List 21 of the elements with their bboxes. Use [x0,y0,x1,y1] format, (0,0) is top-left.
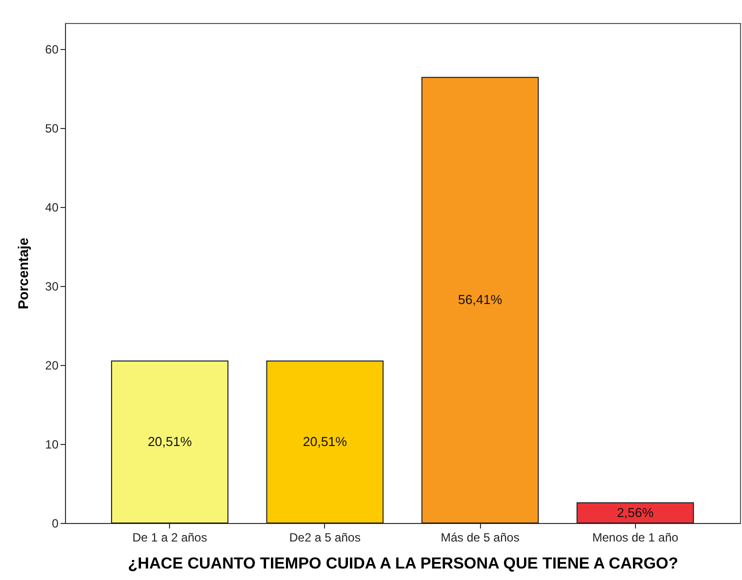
data-label: 20,51% [148,434,192,449]
data-label: 56,41% [458,292,503,308]
x-tick-label: De 1 a 2 años [132,530,208,544]
bar [111,360,228,524]
y-tick-label: 0 [52,516,59,530]
x-axis-title: ¿HACE CUANTO TIEMPO CUIDA A LA PERSONA QUE TIENE A CARGO? [128,556,678,572]
data-label: 2,56% [616,504,654,520]
x-tick-label: Menos de 1 año [592,530,679,544]
bar [576,502,694,524]
y-tick-label: 10 [45,438,59,452]
y-axis-title: Porcentaje [15,237,32,310]
y-tick-label: 30 [45,280,59,294]
y-tick-label: 20 [45,358,59,373]
y-tick-label: 60 [45,42,59,57]
x-tick-label: Más de 5 años [440,530,520,544]
y-tick-label: 50 [45,122,59,136]
data-label: 20,51% [302,434,348,449]
bar [266,360,384,524]
x-tick-label: De2 a 5 años [289,530,361,544]
bar [421,76,539,524]
y-tick-label: 40 [45,200,59,215]
